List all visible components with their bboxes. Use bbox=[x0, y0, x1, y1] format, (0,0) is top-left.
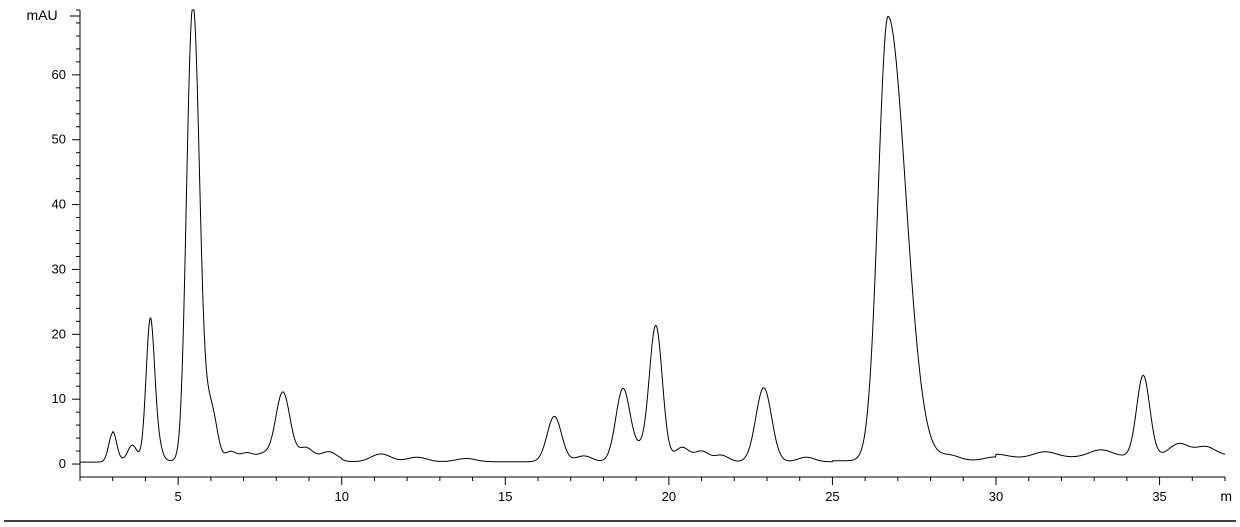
y-tick-label: 30 bbox=[52, 261, 66, 276]
y-tick-label: 40 bbox=[52, 197, 66, 212]
x-tick-label: 30 bbox=[989, 489, 1003, 504]
chromatogram-chart: 0 10 20 30 40 50 60 mAU 5 10 15 20 25 30 35 m bbox=[0, 0, 1240, 527]
x-tick-label: 10 bbox=[334, 489, 348, 504]
x-axis-label: m bbox=[1220, 488, 1232, 504]
y-tick-label: 10 bbox=[52, 391, 66, 406]
y-axis-label: mAU bbox=[26, 7, 57, 23]
y-tick-label: 20 bbox=[52, 326, 66, 341]
x-tick-label: 35 bbox=[1152, 489, 1166, 504]
chart-svg: 0 10 20 30 40 50 60 mAU 5 10 15 20 25 30 35 m bbox=[0, 0, 1240, 527]
chart-bg bbox=[0, 0, 1240, 527]
y-tick-label: 0 bbox=[59, 456, 66, 471]
x-tick-label: 15 bbox=[498, 489, 512, 504]
y-tick-label: 50 bbox=[52, 132, 66, 147]
x-tick-label: 25 bbox=[825, 489, 839, 504]
x-tick-label: 20 bbox=[662, 489, 676, 504]
y-tick-label: 60 bbox=[52, 67, 66, 82]
x-tick-label: 5 bbox=[175, 489, 182, 504]
